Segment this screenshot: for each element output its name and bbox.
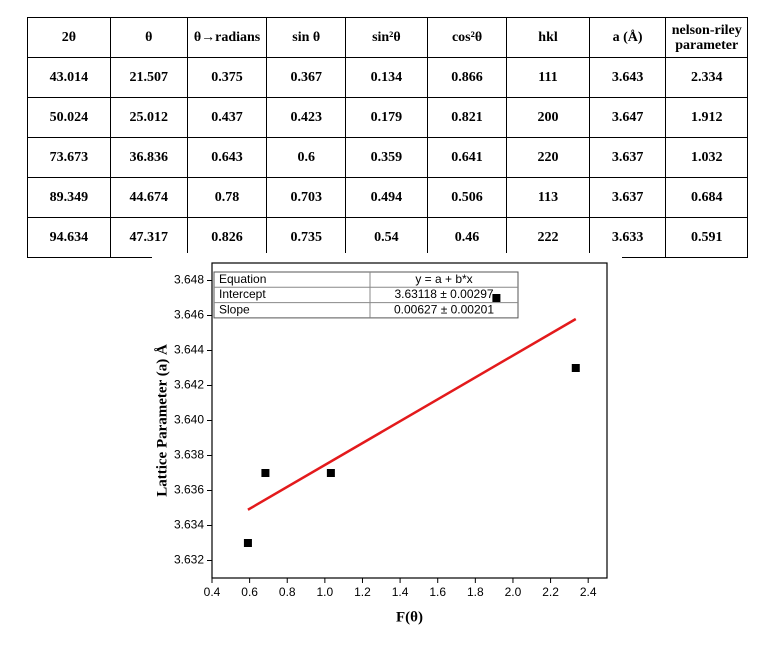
table-cell: 94.634 <box>27 217 111 258</box>
table-cell: 0.6 <box>266 137 347 178</box>
plot-frame <box>211 262 608 579</box>
x-tick-label: 1.2 <box>354 585 371 599</box>
fit-table-cell: y = a + b*x <box>415 272 472 286</box>
table-cell: 0.735 <box>266 217 347 258</box>
fit-table-cell: 3.63118 ± 0.00297 <box>394 287 493 301</box>
table-cell: 2.334 <box>665 57 748 98</box>
table-cell: sin θ <box>266 17 347 58</box>
data-point <box>571 364 580 372</box>
table-cell: 0.375 <box>186 57 268 98</box>
table-cell: 0.437 <box>186 97 268 138</box>
fit-line <box>247 317 577 511</box>
y-tick-label: 3.640 <box>174 413 204 427</box>
y-tick-label: 3.636 <box>174 483 204 497</box>
x-tick-label: 2.2 <box>542 585 559 599</box>
y-tick-label: 3.646 <box>174 308 204 322</box>
x-tick-label: 2.0 <box>505 585 522 599</box>
table-cell: 73.673 <box>27 137 111 178</box>
table-cell: 0.703 <box>266 177 347 218</box>
table-row: 43.014 21.507 0.375 0.367 0.134 0.866 111 3.643… <box>27 57 748 98</box>
data-table: 2θ θ θ→radians sin θ sin²θ cos²θ hkl a (Å) nelso… <box>27 17 748 258</box>
table-cell: 1.032 <box>665 137 748 178</box>
table-cell: 220 <box>506 137 590 178</box>
table-cell: 0.506 <box>426 177 508 218</box>
table-cell: 3.633 <box>588 217 667 258</box>
table-cell: 0.591 <box>665 217 748 258</box>
data-point <box>326 469 335 477</box>
fit-table-cell: 0.00627 ± 0.00201 <box>394 302 494 316</box>
table-cell: 21.507 <box>109 57 188 98</box>
table-row: 94.634 47.317 0.826 0.735 0.54 0.46 222 3.633 0.… <box>27 217 748 258</box>
y-tick-label: 3.638 <box>174 448 204 462</box>
table-cell: 2θ <box>27 17 111 58</box>
y-tick-label: 3.648 <box>174 273 204 287</box>
data-point <box>243 539 252 547</box>
table-cell: 222 <box>506 217 590 258</box>
table-cell: hkl <box>506 17 590 58</box>
table-cell: 0.641 <box>426 137 508 178</box>
table-cell: 36.836 <box>109 137 188 178</box>
table-cell: cos²θ <box>426 17 508 58</box>
table-cell: 0.494 <box>345 177 428 218</box>
table-row: 50.024 25.012 0.437 0.423 0.179 0.821 200 3.647… <box>27 97 748 138</box>
table-cell: 3.643 <box>588 57 667 98</box>
table-cell: sin²θ <box>345 17 428 58</box>
x-tick-label: 2.4 <box>580 585 597 599</box>
y-tick-label: 3.632 <box>174 553 204 567</box>
table-cell: a (Å) <box>588 17 667 58</box>
header-row: 2θ θ θ→radians sin θ sin²θ cos²θ hkl a (Å) nelso… <box>27 17 748 58</box>
chart: 0.4 0.6 0.8 1.0 1.2 1.4 1.6 1.8 2.0 2.2 2.4 3.632 3.… <box>152 253 622 633</box>
table-cell: θ <box>109 17 188 58</box>
y-axis-label: Lattice Parameter (a) Å <box>154 344 170 497</box>
table-cell: 0.684 <box>665 177 748 218</box>
table-cell: 0.78 <box>186 177 268 218</box>
table-cell: 200 <box>506 97 590 138</box>
table-cell: 89.349 <box>27 177 111 218</box>
table-cell: 0.866 <box>426 57 508 98</box>
x-tick-label: 1.4 <box>392 585 409 599</box>
table-cell: 0.359 <box>345 137 428 178</box>
table-cell: 50.024 <box>27 97 111 138</box>
table-cell: 0.821 <box>426 97 508 138</box>
table-cell: 3.637 <box>588 137 667 178</box>
fit-table-cell: Equation <box>219 272 266 286</box>
y-tick-label: 3.644 <box>174 343 204 357</box>
x-tick-label: 1.8 <box>467 585 484 599</box>
y-tick-label: 3.642 <box>174 378 204 392</box>
table-cell: 0.423 <box>266 97 347 138</box>
table-cell: 47.317 <box>109 217 188 258</box>
table-cell: 0.367 <box>266 57 347 98</box>
table-cell: 113 <box>506 177 590 218</box>
table-cell: 25.012 <box>109 97 188 138</box>
table-cell: 1.912 <box>665 97 748 138</box>
data-point <box>492 294 501 302</box>
fit-table <box>213 271 519 319</box>
x-axis-label: F(θ) <box>396 609 423 625</box>
table-cell: 111 <box>506 57 590 98</box>
x-tick-label: 0.6 <box>241 585 258 599</box>
table-cell: 43.014 <box>27 57 111 98</box>
x-tick-label: 0.8 <box>279 585 296 599</box>
table-cell: 3.637 <box>588 177 667 218</box>
table-cell: 0.134 <box>345 57 428 98</box>
table-row: 89.349 44.674 0.78 0.703 0.494 0.506 113 3.637 0… <box>27 177 748 218</box>
table-cell: nelson-riley parameter <box>665 17 748 58</box>
fit-table-cell: Slope <box>219 302 250 316</box>
fit-table-cell: Intercept <box>219 287 266 301</box>
table-cell: 0.179 <box>345 97 428 138</box>
table-cell: 3.647 <box>588 97 667 138</box>
y-tick-label: 3.634 <box>174 518 204 532</box>
x-tick-label: 1.0 <box>317 585 334 599</box>
table-row: 73.673 36.836 0.643 0.6 0.359 0.641 220 3.637 1.… <box>27 137 748 178</box>
x-tick-label: 0.4 <box>204 585 221 599</box>
table-cell: θ→radians <box>186 17 268 58</box>
x-tick-label: 1.6 <box>429 585 446 599</box>
data-point <box>261 469 270 477</box>
table-cell: 44.674 <box>109 177 188 218</box>
table-cell: 0.643 <box>186 137 268 178</box>
